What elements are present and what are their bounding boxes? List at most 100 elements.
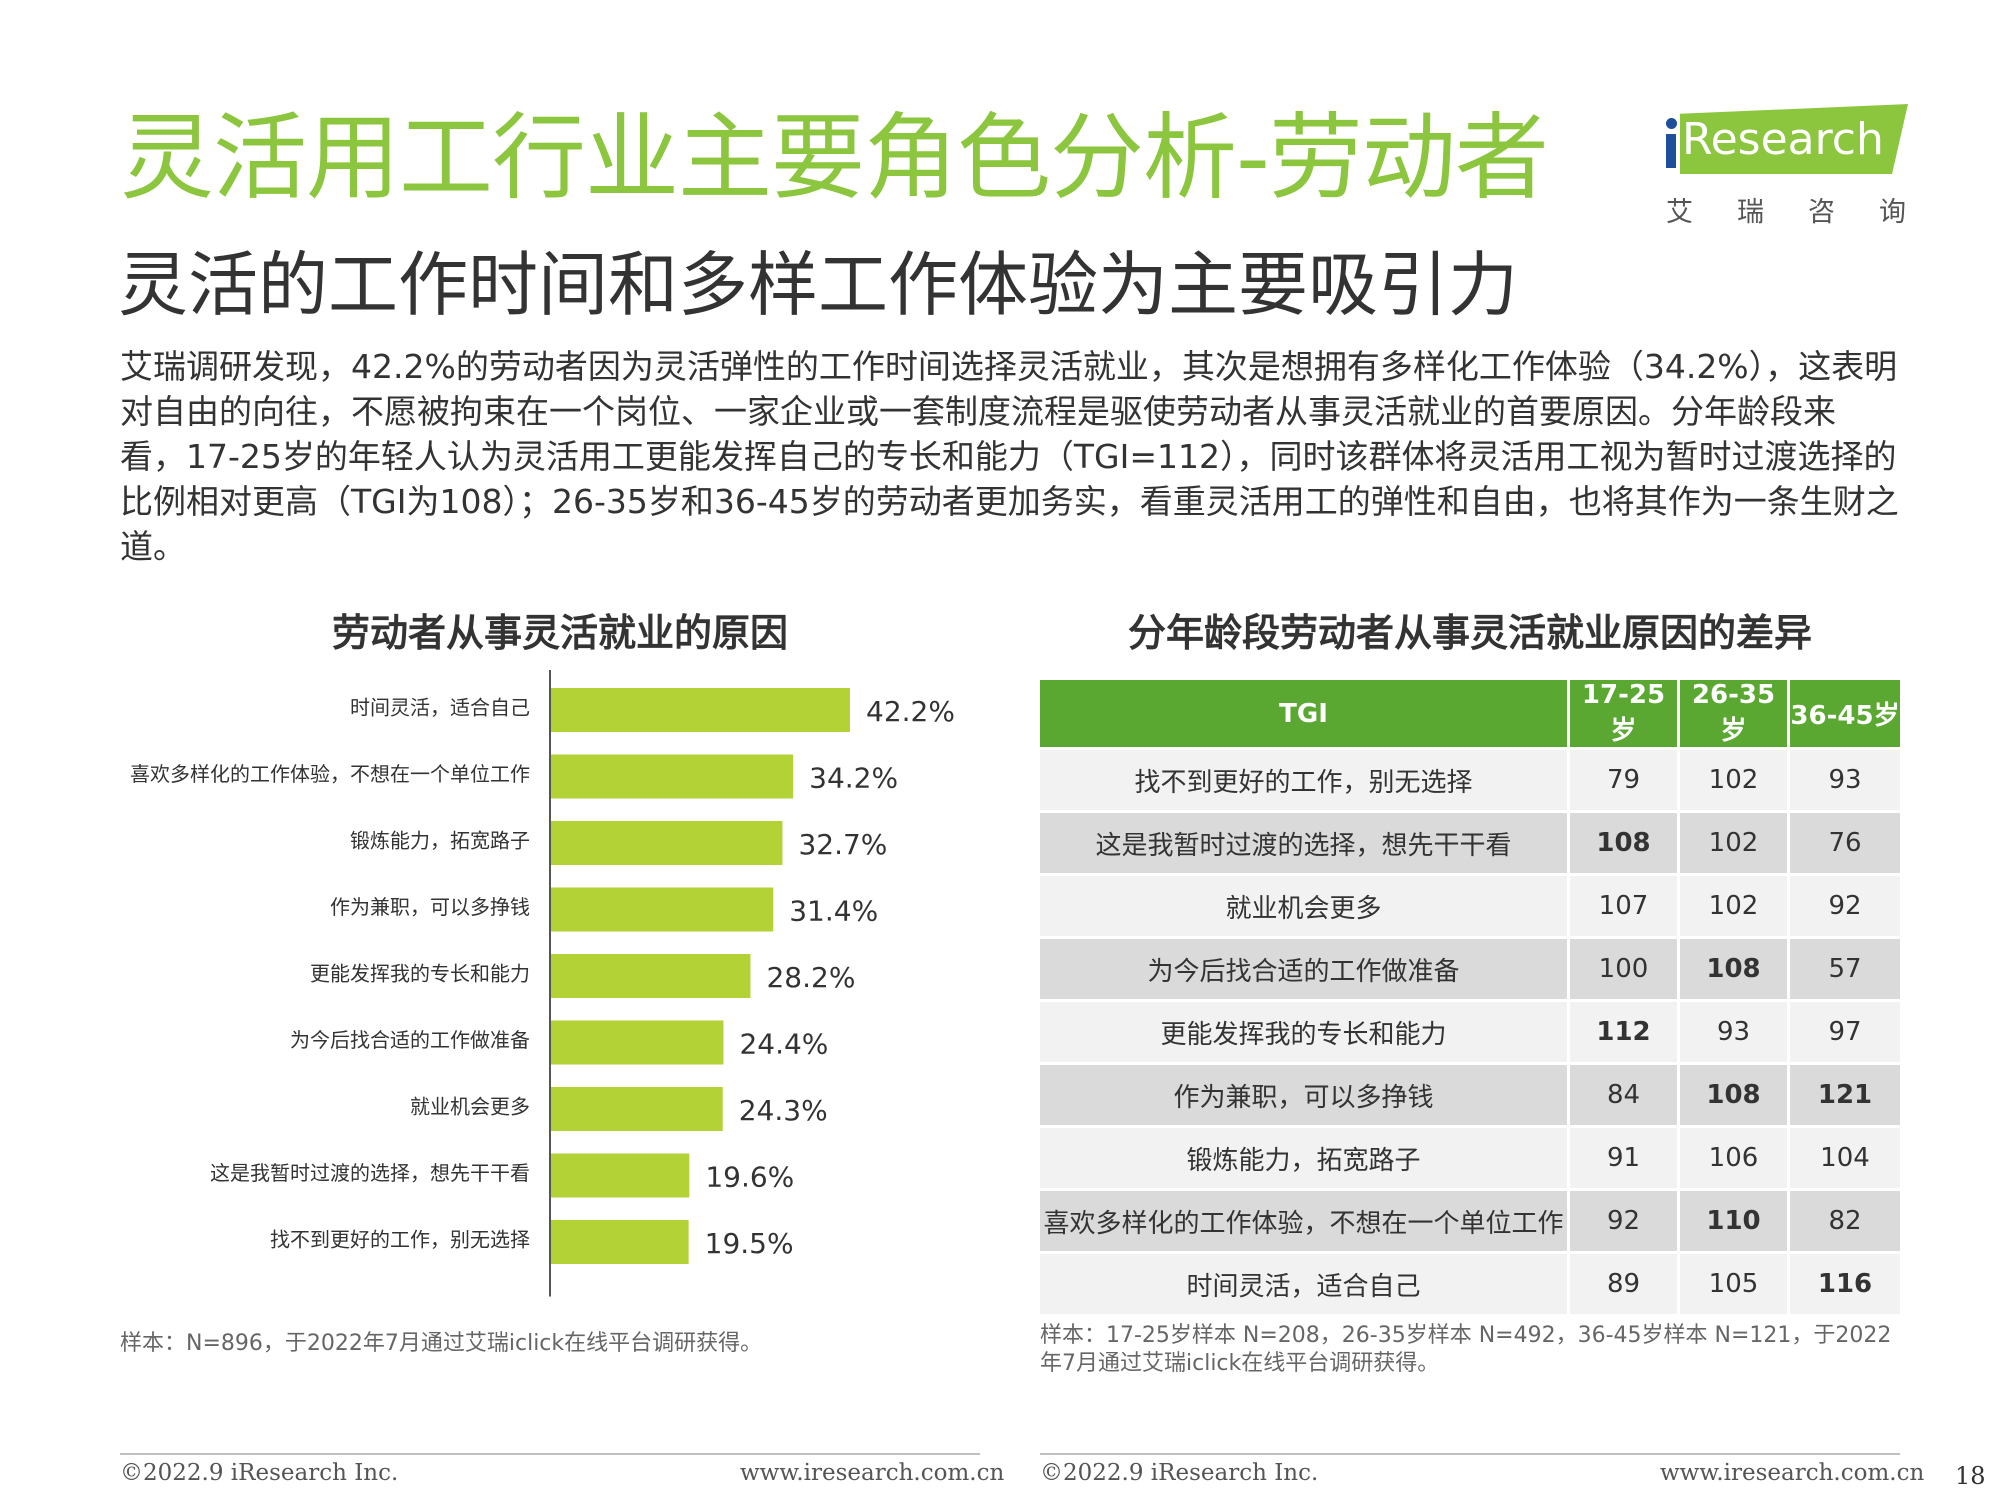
- category-label: 找不到更好的工作，别无选择: [270, 1228, 530, 1252]
- bar: [550, 688, 850, 732]
- table-header-cell: 36-45岁: [1790, 680, 1900, 747]
- value-label: 19.5%: [705, 1227, 794, 1260]
- category-label: 为今后找合适的工作做准备: [290, 1028, 530, 1052]
- bar: [550, 887, 774, 932]
- footer-copyright-right: ©2022.9 iResearch Inc.: [1040, 1460, 1319, 1486]
- table-row-label: 时间灵活，适合自己: [1040, 1251, 1570, 1314]
- tgi-table: TGI 17-25岁 26-35岁 36-45岁 找不到更好的工作，别无选择 79…: [1040, 680, 1900, 1314]
- table-cell: 92: [1570, 1188, 1680, 1251]
- footer-divider-left: [120, 1453, 980, 1455]
- table-cell: 100: [1570, 936, 1680, 999]
- category-label: 锻炼能力，拓宽路子: [350, 829, 530, 853]
- footer-url-left: www.iresearch.com.cn: [740, 1460, 1005, 1486]
- table-row-label: 为今后找合适的工作做准备: [1040, 936, 1570, 999]
- logo-band: [1680, 104, 1908, 174]
- table-cell: 106: [1680, 1125, 1790, 1188]
- intro-paragraph: 艾瑞调研发现，42.2%的劳动者因为灵活弹性的工作时间选择灵活就业，其次是想拥有…: [120, 347, 1899, 566]
- logo-cn-char: 瑞: [1737, 197, 1764, 228]
- table-header-cell: 17-25岁: [1570, 680, 1680, 747]
- table-row-label: 就业机会更多: [1040, 873, 1570, 936]
- value-label: 24.3%: [739, 1094, 828, 1127]
- page-number: 18: [1955, 1462, 1986, 1490]
- category-label: 这是我暂时过渡的选择，想先干干看: [210, 1161, 530, 1185]
- bar: [550, 754, 794, 799]
- table-note: 样本：17-25岁样本 N=208，26-35岁样本 N=492，36-45岁样…: [1040, 1323, 1892, 1376]
- bar: [550, 1087, 723, 1131]
- category-label: 喜欢多样化的工作体验，不想在一个单位工作: [130, 762, 530, 786]
- table-row-label: 更能发挥我的专长和能力: [1040, 999, 1570, 1062]
- value-label: 31.4%: [789, 895, 878, 928]
- table-row: 喜欢多样化的工作体验，不想在一个单位工作 92 110 82: [1040, 1188, 1900, 1251]
- table-title: 分年龄段劳动者从事灵活就业原因的差异: [1127, 611, 1812, 655]
- page-subtitle: 灵活的工作时间和多样工作体验为主要吸引力: [118, 244, 1518, 326]
- logo-i-dot: [1666, 118, 1677, 129]
- page-title: 灵活用工行业主要角色分析-劳动者: [120, 104, 1549, 213]
- table-cell: 76: [1790, 810, 1900, 873]
- value-label: 34.2%: [809, 762, 898, 795]
- table-row: 这是我暂时过渡的选择，想先干干看 108 102 76: [1040, 810, 1900, 873]
- bar-chart-note: 样本：N=896，于2022年7月通过艾瑞iclick在线平台调研获得。: [120, 1331, 763, 1356]
- table-row-label: 喜欢多样化的工作体验，不想在一个单位工作: [1040, 1188, 1570, 1251]
- value-label: 19.6%: [705, 1161, 794, 1194]
- category-label: 就业机会更多: [410, 1095, 530, 1119]
- table-cell: 110: [1680, 1188, 1790, 1251]
- table-row: 就业机会更多 107 102 92: [1040, 873, 1900, 936]
- table-cell: 102: [1680, 747, 1790, 810]
- logo-chinese: 艾 瑞 咨 询: [1666, 190, 1906, 229]
- bar: [550, 1020, 724, 1065]
- table-row: 找不到更好的工作，别无选择 79 102 93: [1040, 747, 1900, 810]
- table-cell: 92: [1790, 873, 1900, 936]
- table-cell: 104: [1790, 1125, 1900, 1188]
- category-label: 时间灵活，适合自己: [350, 696, 530, 720]
- table-header-row: TGI 17-25岁 26-35岁 36-45岁: [1040, 680, 1900, 747]
- logo-text: Research: [1682, 114, 1884, 165]
- logo-cn-char: 艾: [1666, 197, 1693, 228]
- table-row: 为今后找合适的工作做准备 100 108 57: [1040, 936, 1900, 999]
- value-label: 42.2%: [866, 695, 955, 728]
- category-label: 更能发挥我的专长和能力: [310, 962, 530, 986]
- table-row-label: 锻炼能力，拓宽路子: [1040, 1125, 1570, 1188]
- table-row: 时间灵活，适合自己 89 105 116: [1040, 1251, 1900, 1314]
- table-cell: 91: [1570, 1125, 1680, 1188]
- table-cell: 105: [1680, 1251, 1790, 1314]
- table-cell: 93: [1790, 747, 1900, 810]
- table-cell: 116: [1790, 1251, 1900, 1314]
- value-label: 24.4%: [739, 1028, 828, 1061]
- footer-url-right: www.iresearch.com.cn: [1660, 1460, 1925, 1486]
- bar: [550, 1220, 689, 1264]
- table-cell: 79: [1570, 747, 1680, 810]
- table-cell: 57: [1790, 936, 1900, 999]
- footer-copyright-left: ©2022.9 iResearch Inc.: [120, 1460, 399, 1486]
- iresearch-logo: Research 艾 瑞 咨 询: [1660, 100, 1910, 230]
- table-row-label: 找不到更好的工作，别无选择: [1040, 747, 1570, 810]
- logo-cn-char: 询: [1879, 197, 1906, 228]
- table-cell: 89: [1570, 1251, 1680, 1314]
- value-label: 32.7%: [798, 828, 887, 861]
- table-cell: 82: [1790, 1188, 1900, 1251]
- value-label: 28.2%: [766, 961, 855, 994]
- logo-i-stem: [1666, 134, 1676, 168]
- bar-chart-title: 劳动者从事灵活就业的原因: [331, 611, 788, 655]
- table-cell: 108: [1680, 936, 1790, 999]
- logo-cn-char: 咨: [1808, 197, 1835, 228]
- table-cell: 93: [1680, 999, 1790, 1062]
- table-header-cell: TGI: [1040, 680, 1570, 747]
- table-cell: 84: [1570, 1062, 1680, 1125]
- table-header-cell: 26-35岁: [1680, 680, 1790, 747]
- table-cell: 112: [1570, 999, 1680, 1062]
- category-label: 作为兼职，可以多挣钱: [330, 895, 530, 919]
- bar-chart: 时间灵活，适合自己 42.2% 喜欢多样化的工作体验，不想在一个单位工作 34.2% 锻…: [130, 670, 955, 1297]
- bar: [550, 821, 783, 865]
- bar: [550, 1153, 690, 1198]
- table-row: 锻炼能力，拓宽路子 91 106 104: [1040, 1125, 1900, 1188]
- table-cell: 102: [1680, 873, 1790, 936]
- table-cell: 97: [1790, 999, 1900, 1062]
- table-row-label: 这是我暂时过渡的选择，想先干干看: [1040, 810, 1570, 873]
- table-row: 作为兼职，可以多挣钱 84 108 121: [1040, 1062, 1900, 1125]
- table-row: 更能发挥我的专长和能力 112 93 97: [1040, 999, 1900, 1062]
- table-cell: 108: [1680, 1062, 1790, 1125]
- footer-divider-right: [1040, 1453, 1900, 1455]
- table-cell: 102: [1680, 810, 1790, 873]
- table-cell: 107: [1570, 873, 1680, 936]
- table-row-label: 作为兼职，可以多挣钱: [1040, 1062, 1570, 1125]
